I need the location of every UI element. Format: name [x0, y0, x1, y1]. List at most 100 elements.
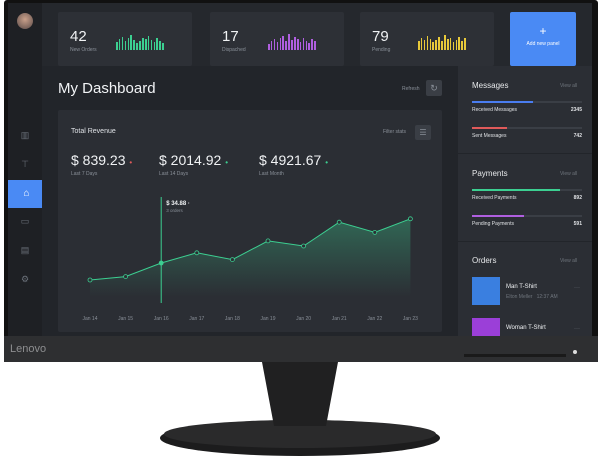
- bar-chart-icon[interactable]: ▥: [20, 130, 30, 140]
- document-icon[interactable]: ▤: [20, 245, 30, 255]
- spark-bar: [273, 39, 276, 50]
- stat-card[interactable]: 17 Dispached: [210, 12, 344, 66]
- x-tick-label: Jan 14: [82, 316, 97, 322]
- stat-value: 892: [573, 195, 582, 201]
- stat-value: 2345: [570, 107, 582, 113]
- stat-value: 591: [573, 221, 582, 227]
- spark-bar: [296, 39, 299, 50]
- x-tick-label: Jan 21: [332, 316, 347, 322]
- signpost-icon[interactable]: ⊤: [21, 159, 29, 169]
- x-tick-label: Jan 20: [296, 316, 311, 322]
- monitor-chin: Lenovo: [4, 336, 598, 362]
- messages-title: Messages: [472, 81, 509, 90]
- payments-view-all[interactable]: View all: [560, 171, 578, 177]
- avatar[interactable]: [17, 13, 33, 29]
- add-new-panel-button[interactable]: + Add new panel: [510, 12, 576, 66]
- progress-bar: [472, 215, 582, 217]
- spark-bar: [305, 41, 308, 50]
- progress-bar: [472, 127, 582, 129]
- kpi: $ 2014.92 • Last 14 Days: [159, 152, 228, 177]
- spark-bar: [464, 38, 466, 50]
- power-button[interactable]: [573, 350, 577, 354]
- data-point[interactable]: [229, 257, 235, 262]
- data-point[interactable]: [194, 250, 200, 256]
- trend-dot: •: [225, 158, 228, 167]
- spark-bar: [438, 37, 440, 50]
- spark-bar: [418, 41, 420, 50]
- more-icon[interactable]: ···: [574, 326, 580, 332]
- chat-icon[interactable]: ▭: [20, 216, 30, 226]
- more-icon[interactable]: ···: [574, 285, 580, 291]
- spark-bar: [130, 35, 133, 50]
- x-tick-label: Jan 17: [189, 316, 204, 322]
- order-item[interactable]: Man T-Shirt Elton Meller 12:37 AM ···: [472, 277, 584, 307]
- kpi-value: $ 4921.67: [259, 152, 322, 168]
- data-point[interactable]: [372, 230, 378, 235]
- kpi: $ 839.23 • Last 7 Days: [71, 152, 132, 177]
- spark-bar: [118, 39, 121, 50]
- spark-bar: [441, 41, 443, 50]
- x-tick-label: Jan 19: [260, 316, 275, 322]
- data-point[interactable]: [301, 243, 307, 249]
- revenue-chart: Jan 14 Jan 15 Jan 16 Jan 17 Jan 18 Jan 19 Jan …: [82, 197, 418, 322]
- spark-bar: [449, 38, 452, 50]
- spark-bar: [444, 35, 446, 50]
- data-point[interactable]: [123, 274, 128, 279]
- order-meta: Elton Meller 12:37 AM: [506, 294, 558, 300]
- x-tick-label: Jan 22: [367, 316, 382, 322]
- messages-view-all[interactable]: View all: [560, 83, 578, 89]
- stat-label: Received Messages: [472, 107, 518, 113]
- stat-card[interactable]: 42 New Orders: [58, 12, 192, 66]
- settings-icon[interactable]: ⚙: [20, 274, 30, 284]
- stat-card[interactable]: 79 Pending: [360, 12, 494, 66]
- stat-sparkline: [268, 32, 316, 50]
- filter-stats-button[interactable]: ☰: [415, 125, 431, 140]
- trend-dot: •: [129, 158, 133, 167]
- order-name: Man T-Shirt: [506, 284, 537, 290]
- stat-label: Dispached: [222, 47, 246, 53]
- progress-fill: [472, 189, 560, 191]
- data-point[interactable]: [158, 260, 164, 266]
- kpi-label: Last 7 Days: [71, 171, 98, 177]
- orders-view-all[interactable]: View all: [560, 258, 578, 264]
- spark-bar: [156, 38, 159, 50]
- spark-bar: [461, 41, 463, 50]
- tooltip-sub: 3 orders: [166, 208, 183, 213]
- series-line: [89, 218, 411, 281]
- refresh-label: Refresh: [402, 86, 420, 92]
- spark-bar: [435, 40, 437, 50]
- spark-bar: [159, 41, 161, 50]
- page-title: My Dashboard: [58, 80, 156, 97]
- stat-sparkline: [116, 32, 164, 50]
- data-point[interactable]: [336, 219, 342, 225]
- data-point[interactable]: [407, 216, 413, 222]
- x-tick-label: Jan 23: [403, 316, 418, 322]
- spark-bar: [276, 42, 279, 50]
- spark-bar: [458, 37, 461, 50]
- progress-fill: [472, 127, 508, 129]
- filter-stats-label: Filter stats: [383, 129, 407, 135]
- kpi-label: Last 14 Days: [159, 171, 189, 177]
- data-point[interactable]: [265, 238, 271, 244]
- spark-bar: [121, 37, 124, 50]
- control-buttons[interactable]: [464, 354, 566, 357]
- spark-bar: [133, 40, 135, 50]
- area-fill: [90, 218, 411, 297]
- spark-bar: [116, 42, 118, 50]
- sidebar-item-shop[interactable]: ⌂: [8, 180, 45, 208]
- spark-bar: [144, 39, 147, 50]
- spark-bar: [124, 41, 127, 50]
- sidebar: ▥ ⊤ ⌂ ▭ ▤ ⚙: [8, 3, 45, 336]
- monitor-stand: [160, 362, 440, 456]
- spark-bar: [420, 38, 423, 50]
- kpi-value: $ 2014.92: [159, 152, 222, 168]
- spark-bar: [302, 38, 305, 50]
- spark-bar: [288, 34, 290, 50]
- basket-icon: ⌂: [23, 188, 30, 199]
- stat-label: Received Payments: [472, 195, 517, 201]
- spark-bar: [150, 40, 153, 50]
- refresh-button[interactable]: ↻: [426, 80, 442, 96]
- divider: [458, 153, 592, 154]
- order-item[interactable]: Woman T-Shirt ···: [472, 318, 584, 336]
- data-point[interactable]: [87, 277, 93, 283]
